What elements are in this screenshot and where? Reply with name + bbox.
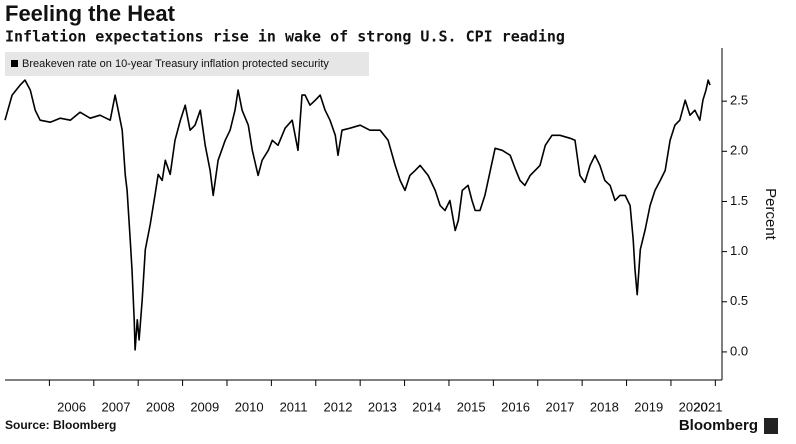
y-tick-label: 1.5	[730, 193, 748, 208]
brand: Bloomberg	[679, 417, 758, 434]
x-tick-label: 2011	[280, 399, 308, 414]
legend-label: Breakeven rate on 10-year Treasury infla…	[22, 58, 329, 70]
x-tick-label: 2010	[235, 399, 264, 414]
chart-title: Feeling the Heat	[5, 1, 176, 26]
x-tick-label: 2014	[412, 399, 441, 414]
source: Source: Bloomberg	[5, 418, 116, 432]
y-tick-label: 2.5	[730, 93, 748, 108]
x-tick-label: 2021	[694, 399, 723, 414]
x-tick-label: 2019	[634, 399, 663, 414]
line	[4, 79, 711, 351]
x-tick-label: 2012	[324, 399, 353, 414]
x-tick-label: 2016	[501, 399, 530, 414]
brand-icon	[764, 418, 778, 434]
legend-swatch	[11, 60, 18, 67]
x-tick-label: 2008	[146, 399, 175, 414]
x-tick-label: 2006	[57, 399, 86, 414]
y-tick-label: 1.0	[730, 243, 748, 258]
x-tick-label: 2007	[102, 399, 131, 414]
x-tick-label: 2013	[368, 399, 397, 414]
x-tick-label: 2009	[190, 399, 219, 414]
y-tick-label: 0.0	[730, 343, 748, 358]
x-tick-label: 2015	[457, 399, 486, 414]
y-axis-label: Percent	[762, 188, 779, 241]
x-tick-label: 2020	[679, 399, 708, 414]
legend-box	[5, 52, 369, 76]
x-tick-label: 2017	[545, 399, 574, 414]
y-tick-label: 2.0	[730, 143, 748, 158]
chart-subtitle: Inflation expectations rise in wake of s…	[5, 28, 565, 46]
x-tick-label: 2018	[590, 399, 619, 414]
y-tick-label: 0.5	[730, 293, 748, 308]
